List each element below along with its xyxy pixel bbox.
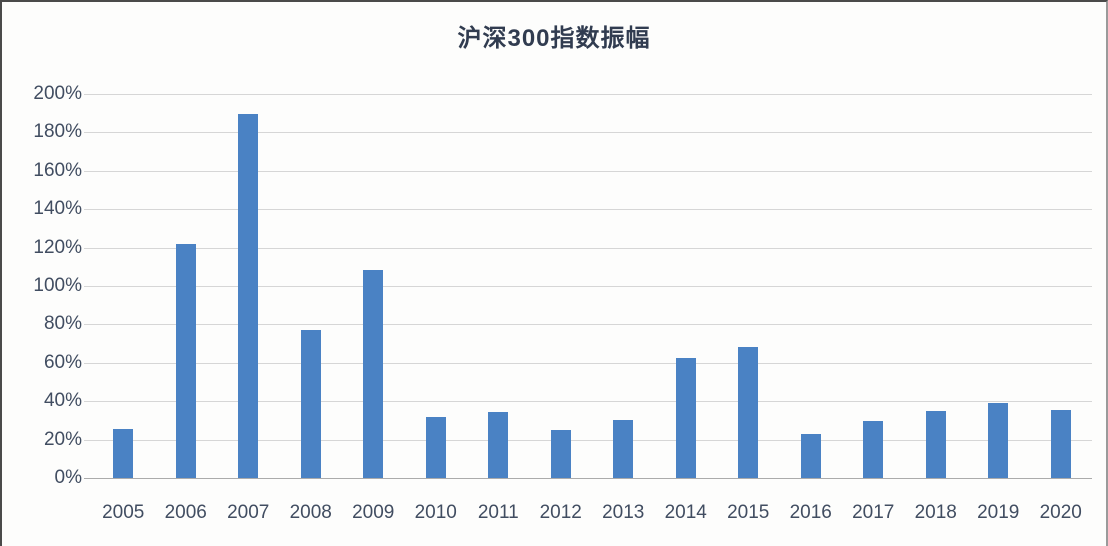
x-tick-label-2009: 2009 bbox=[352, 502, 395, 523]
gridline-0pct bbox=[84, 478, 1092, 479]
x-tick-label-2005: 2005 bbox=[102, 502, 145, 523]
gridline-20pct bbox=[84, 439, 1092, 441]
y-tick-label-20%: 20% bbox=[43, 428, 82, 450]
bar-2017 bbox=[863, 421, 884, 478]
x-tick-label-2018: 2018 bbox=[914, 502, 957, 523]
bar-2009 bbox=[363, 270, 384, 478]
gridline-100pct bbox=[84, 286, 1092, 287]
chart-title: 沪深300指数振幅 bbox=[457, 25, 651, 52]
plot-area bbox=[84, 94, 1092, 479]
y-tick-label-200%: 200% bbox=[33, 83, 82, 104]
bar-2018 bbox=[925, 411, 946, 478]
bar-2014 bbox=[675, 358, 696, 478]
gridline-140pct bbox=[84, 209, 1092, 211]
y-tick-label-60%: 60% bbox=[43, 351, 82, 373]
x-tick-label-2012: 2012 bbox=[539, 502, 582, 523]
x-tick-label-2006: 2006 bbox=[164, 502, 207, 523]
bar-2020 bbox=[1050, 410, 1071, 478]
bar-2005 bbox=[113, 429, 134, 478]
x-tick-label-2020: 2020 bbox=[1039, 502, 1082, 523]
y-tick-label-160%: 160% bbox=[33, 159, 82, 181]
y-tick-label-40%: 40% bbox=[43, 390, 82, 412]
bar-2016 bbox=[800, 434, 821, 478]
x-tick-label-2010: 2010 bbox=[414, 502, 457, 523]
x-tick-label-2017: 2017 bbox=[852, 502, 895, 523]
gridline-200pct bbox=[84, 94, 1092, 95]
bar-2019 bbox=[988, 403, 1009, 478]
gridline-120pct bbox=[84, 247, 1092, 249]
x-tick-label-2007: 2007 bbox=[227, 502, 270, 523]
y-tick-label-100%: 100% bbox=[33, 275, 82, 296]
y-tick-label-0%: 0% bbox=[54, 467, 82, 488]
x-tick-label-2015: 2015 bbox=[727, 502, 770, 523]
bar-2015 bbox=[738, 347, 759, 478]
y-tick-label-180%: 180% bbox=[33, 121, 82, 143]
bar-2013 bbox=[613, 420, 634, 478]
x-tick-label-2019: 2019 bbox=[977, 502, 1020, 523]
bar-2011 bbox=[488, 412, 509, 478]
gridline-80pct bbox=[84, 324, 1092, 326]
bar-2010 bbox=[425, 417, 446, 478]
x-tick-label-2013: 2013 bbox=[602, 502, 645, 523]
gridline-180pct bbox=[84, 132, 1092, 134]
y-tick-label-120%: 120% bbox=[33, 236, 82, 258]
y-tick-label-140%: 140% bbox=[33, 198, 82, 220]
x-tick-label-2011: 2011 bbox=[477, 502, 519, 523]
gridline-40pct bbox=[84, 401, 1092, 403]
gridline-160pct bbox=[84, 170, 1092, 172]
bar-2007 bbox=[238, 114, 259, 478]
x-tick-label-2014: 2014 bbox=[664, 502, 707, 523]
x-tick-label-2008: 2008 bbox=[289, 502, 332, 523]
x-tick-label-2016: 2016 bbox=[789, 502, 832, 523]
bar-2008 bbox=[300, 330, 321, 478]
y-tick-label-80%: 80% bbox=[43, 313, 82, 335]
bar-2006 bbox=[175, 244, 196, 478]
bar-2012 bbox=[550, 430, 571, 478]
gridline-60pct bbox=[84, 362, 1092, 364]
